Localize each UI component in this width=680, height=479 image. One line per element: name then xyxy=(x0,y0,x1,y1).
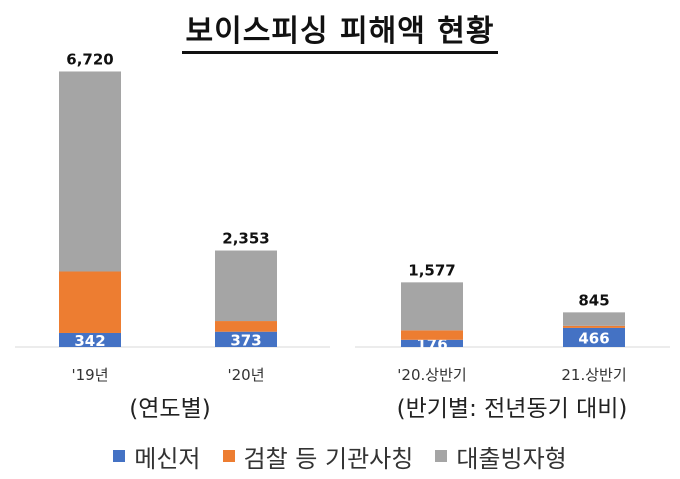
bar-messenger xyxy=(59,332,121,347)
data-label-messenger: 373 xyxy=(230,331,261,349)
bar-messenger xyxy=(563,327,625,347)
data-label-messenger: 342 xyxy=(74,332,105,350)
legend-label-messenger: 메신저 xyxy=(134,444,201,473)
legend-swatch-loan xyxy=(435,450,448,462)
chart-title-text: 보이스피싱 피해액 현황 xyxy=(181,14,499,54)
bar-agency xyxy=(59,271,121,333)
legend-item-agency: 검찰 등 기관사칭 xyxy=(222,439,414,474)
legend-item-loan: 대출빙자형 xyxy=(435,439,567,474)
chart-title: 보이스피싱 피해액 현황 xyxy=(0,6,680,54)
category-label: 21.상반기 xyxy=(561,366,626,384)
total-label: 6,720 xyxy=(66,50,113,68)
legend-item-messenger: 메신저 xyxy=(113,439,201,474)
category-label: '19년 xyxy=(71,366,108,384)
category-label: '20.상반기 xyxy=(397,366,466,384)
axis-label: (연도별) xyxy=(129,396,210,422)
bar-agency xyxy=(563,325,625,328)
bar-loan xyxy=(59,71,121,272)
category-label: '20년 xyxy=(227,366,264,384)
bar-messenger xyxy=(215,331,277,347)
legend-label-loan: 대출빙자형 xyxy=(456,444,567,473)
legend-swatch-messenger xyxy=(113,450,126,462)
legend-label-agency: 검찰 등 기관사칭 xyxy=(243,444,414,473)
bar-loan xyxy=(215,250,277,322)
data-label-messenger: 466 xyxy=(578,329,609,347)
total-label: 1,577 xyxy=(408,261,455,279)
legend-swatch-agency xyxy=(222,450,235,462)
bar-loan xyxy=(401,282,463,331)
axis-label: (반기별: 전년동기 대비) xyxy=(397,396,628,422)
bar-agency xyxy=(401,330,463,340)
bar-loan xyxy=(563,312,625,326)
total-label: 845 xyxy=(578,291,609,309)
data-label-messenger: 176 xyxy=(416,335,447,353)
bar-messenger xyxy=(401,339,463,347)
stacked-bar-charts: 342 6,720 '19년 373 2,353 '20년 (연도별) 176 1,577 '20… xyxy=(15,50,670,422)
bar-agency xyxy=(215,321,277,332)
legend: 메신저 검찰 등 기관사칭 대출빙자형 xyxy=(0,439,680,474)
total-label: 2,353 xyxy=(222,230,269,248)
